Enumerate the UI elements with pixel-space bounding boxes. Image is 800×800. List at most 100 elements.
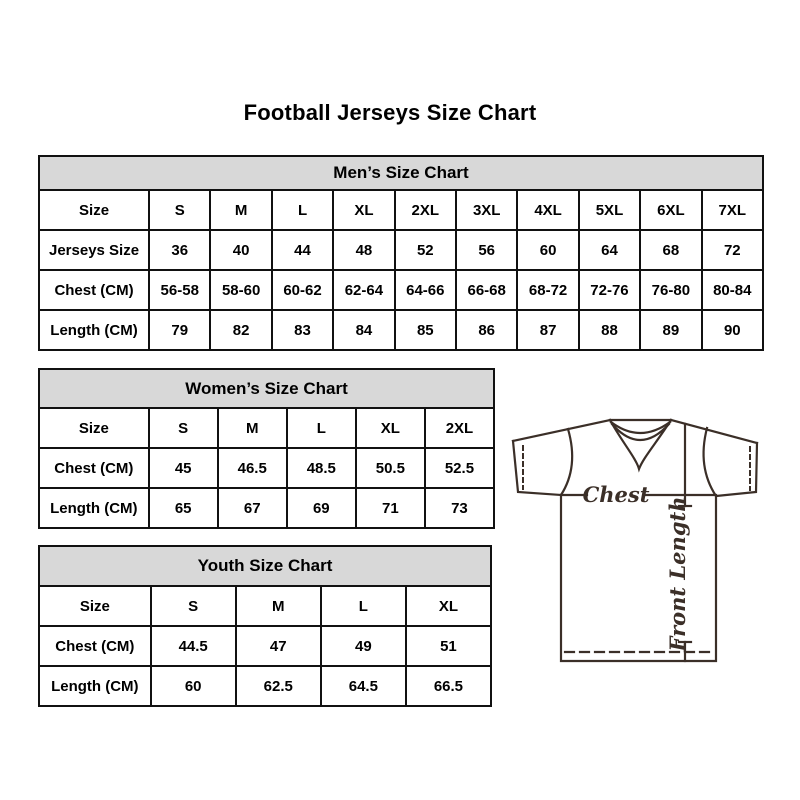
men-table-title: Men’s Size Chart [38, 155, 764, 191]
jersey-illustration: Chest Front Length [511, 418, 759, 663]
table-cell: S [149, 585, 237, 627]
table-cell: 60-62 [270, 269, 335, 311]
row-label: Chest (CM) [37, 269, 151, 311]
table-row: Length (CM) 79 82 83 84 85 86 87 88 89 90 [37, 309, 765, 351]
row-label: Length (CM) [37, 309, 151, 351]
table-cell: 52.5 [423, 447, 496, 489]
table-cell: 68-72 [516, 269, 580, 311]
table-cell: 40 [209, 229, 273, 271]
row-label: Size [38, 585, 152, 627]
table-row: Length (CM) 65 67 69 71 73 [38, 487, 496, 529]
womens-size-table: Women’s Size Chart Size S M L XL 2XL Chest (CM)… [38, 368, 496, 529]
table-cell: 84 [332, 309, 396, 351]
jersey-right-armhole-seam [702, 426, 718, 498]
table-cell: 73 [423, 487, 496, 529]
jersey-collar-arc-1 [609, 420, 672, 434]
table-cell: 64.5 [319, 665, 407, 707]
table-cell: M [216, 407, 288, 449]
youth-size-table: Youth Size Chart Size S M L XL Chest (CM) 44.5 4… [38, 545, 493, 707]
table-cell: 87 [516, 309, 580, 351]
table-cell: 67 [216, 487, 288, 529]
table-cell: 62.5 [234, 665, 322, 707]
table-cell: 69 [285, 487, 357, 529]
chest-measure-label: Chest [583, 482, 650, 507]
table-cell: 64-66 [393, 269, 458, 311]
table-cell: 50.5 [354, 447, 426, 489]
jersey-left-shoulder [511, 418, 612, 443]
table-cell: 56-58 [148, 269, 212, 311]
jersey-left-armhole-seam [559, 427, 574, 497]
table-cell: 85 [393, 309, 458, 351]
table-row: Chest (CM) 44.5 47 49 51 [38, 625, 493, 667]
table-cell: S [147, 407, 219, 449]
table-cell: 45 [147, 447, 219, 489]
table-cell: XL [332, 189, 396, 231]
table-cell: 86 [454, 309, 519, 351]
jersey-right-sleeve [714, 441, 759, 498]
table-row: Size S M L XL 2XL 3XL 4XL 5XL 6XL 7XL [37, 189, 765, 231]
table-cell: 2XL [423, 407, 496, 449]
table-cell: 56 [454, 229, 519, 271]
table-cell: L [270, 189, 335, 231]
women-table-title: Women’s Size Chart [38, 368, 495, 409]
jersey-left-sleeve [511, 439, 563, 497]
table-cell: 60 [516, 229, 580, 271]
jersey-body-outline [559, 493, 718, 663]
row-label: Chest (CM) [38, 447, 150, 489]
table-cell: 71 [354, 487, 426, 529]
mens-size-table: Men’s Size Chart Size S M L XL 2XL 3XL 4XL 5XL 6XL… [37, 155, 765, 351]
table-cell: 4XL [516, 189, 580, 231]
table-cell: M [234, 585, 322, 627]
table-cell: 79 [148, 309, 212, 351]
row-label: Jerseys Size [37, 229, 151, 271]
table-row: Length (CM) 60 62.5 64.5 66.5 [38, 665, 493, 707]
page-title: Football Jerseys Size Chart [243, 100, 537, 125]
table-cell: 65 [147, 487, 219, 529]
table-cell: 44.5 [149, 625, 237, 667]
table-cell: 36 [148, 229, 212, 271]
table-cell: 52 [393, 229, 458, 271]
table-cell: 72 [700, 229, 765, 271]
row-label: Length (CM) [38, 665, 152, 707]
table-row: Chest (CM) 56-58 58-60 60-62 62-64 64-66 66-68… [37, 269, 765, 311]
table-cell: 51 [404, 625, 493, 667]
table-cell: 66.5 [404, 665, 493, 707]
front-length-measure-label: Front Length [665, 497, 690, 653]
row-label: Size [37, 189, 151, 231]
row-label: Chest (CM) [38, 625, 152, 667]
table-cell: 83 [270, 309, 335, 351]
table-cell: 88 [577, 309, 642, 351]
table-cell: 49 [319, 625, 407, 667]
table-cell: 68 [639, 229, 703, 271]
jersey-measurement-diagram: Chest Front Length [505, 398, 785, 670]
table-cell: 66-68 [454, 269, 519, 311]
table-row: Size S M L XL [38, 585, 493, 627]
table-cell: 48.5 [285, 447, 357, 489]
table-cell: L [285, 407, 357, 449]
table-cell: 5XL [577, 189, 642, 231]
table-row: Chest (CM) 45 46.5 48.5 50.5 52.5 [38, 447, 496, 489]
table-cell: L [319, 585, 407, 627]
table-cell: 89 [639, 309, 703, 351]
table-cell: 76-80 [639, 269, 703, 311]
table-cell: 48 [332, 229, 396, 271]
table-cell: 82 [209, 309, 273, 351]
table-cell: XL [404, 585, 493, 627]
table-cell: 80-84 [700, 269, 765, 311]
table-cell: 60 [149, 665, 237, 707]
table-cell: M [209, 189, 273, 231]
table-row: Jerseys Size 36 40 44 48 52 56 60 64 68 72 [37, 229, 765, 271]
table-cell: 64 [577, 229, 642, 271]
table-cell: 72-76 [577, 269, 642, 311]
table-cell: S [148, 189, 212, 231]
table-cell: 2XL [393, 189, 458, 231]
table-cell: 62-64 [332, 269, 396, 311]
table-cell: 58-60 [209, 269, 273, 311]
table-row: Size S M L XL 2XL [38, 407, 496, 449]
row-label: Length (CM) [38, 487, 150, 529]
table-cell: 44 [270, 229, 335, 271]
youth-table-title: Youth Size Chart [38, 545, 492, 587]
table-cell: 6XL [639, 189, 703, 231]
table-cell: 90 [700, 309, 765, 351]
